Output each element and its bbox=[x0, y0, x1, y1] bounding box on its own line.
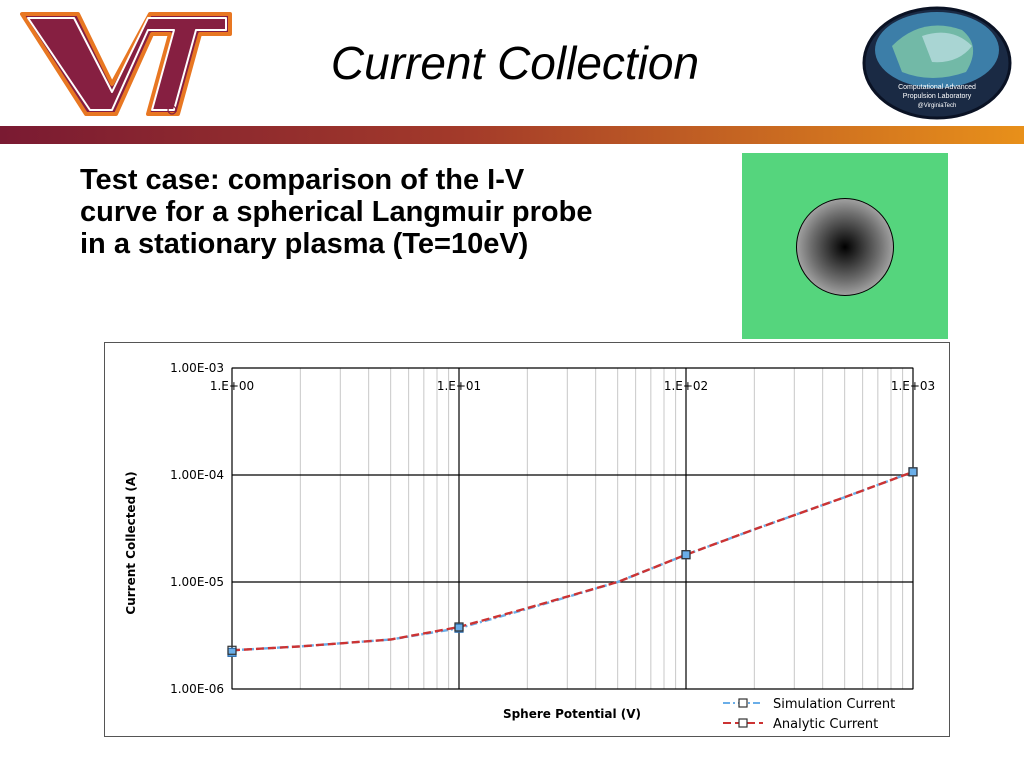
chart-canvas: 1.E+00 1.E+01 1.E+02 1.E+03 1.00E-03 1.00E-04… bbox=[124, 361, 935, 732]
probe-figure bbox=[742, 153, 948, 339]
legend-marker bbox=[738, 718, 748, 728]
plot-area bbox=[231, 367, 914, 690]
data-point-marker bbox=[681, 550, 691, 560]
y-tick-label: 1.00E-03 bbox=[170, 361, 224, 375]
subtitle-line-1: Test case: comparison of the I-V bbox=[80, 164, 525, 196]
legend-entry: Analytic Current bbox=[773, 717, 878, 732]
seal-line-1: Computational Advanced bbox=[898, 84, 976, 91]
y-tick-label: 1.00E-04 bbox=[170, 468, 224, 482]
sphere-probe-icon bbox=[796, 198, 894, 296]
data-point-marker bbox=[908, 467, 918, 477]
x-tick-label: 1.E+01 bbox=[437, 379, 481, 393]
seal-line-3: @VirginiaTech bbox=[918, 103, 957, 109]
slide-subtitle: Test case: comparison of the I-V curve f… bbox=[80, 164, 720, 260]
cap-lab-seal-icon: Computational Advanced Propulsion Labora… bbox=[862, 6, 1012, 120]
y-tick-label: 1.00E-06 bbox=[170, 682, 224, 696]
subtitle-line-3: in a stationary plasma (Te=10eV) bbox=[80, 228, 529, 260]
data-point-marker bbox=[681, 550, 691, 560]
legend-entry: Simulation Current bbox=[773, 697, 895, 712]
x-tick-label: 1.E+03 bbox=[891, 379, 935, 393]
subtitle-line-2: curve for a spherical Langmuir probe bbox=[80, 196, 593, 228]
header-divider-band bbox=[0, 126, 1024, 144]
seal-line-2: Propulsion Laboratory bbox=[903, 93, 972, 100]
y-axis-label: Current Collected (A) bbox=[124, 471, 138, 614]
y-tick-label: 1.00E-05 bbox=[170, 575, 224, 589]
data-point-marker bbox=[227, 645, 237, 655]
data-point-marker bbox=[227, 647, 237, 657]
vt-logo-icon bbox=[20, 12, 232, 116]
series-line-simulation-current bbox=[231, 470, 914, 652]
page-title: Current Collection bbox=[330, 37, 700, 89]
data-point-marker bbox=[454, 622, 464, 632]
data-point-marker bbox=[908, 467, 918, 477]
iv-curve-chart: 1.E+00 1.E+01 1.E+02 1.E+03 1.00E-03 1.00E-04… bbox=[104, 342, 950, 737]
x-tick-label: 1.E+00 bbox=[210, 379, 254, 393]
legend-marker bbox=[738, 698, 748, 708]
x-tick-label: 1.E+02 bbox=[664, 379, 708, 393]
series-line-analytic-current bbox=[231, 470, 914, 652]
chart-legend: Simulation Current Analytic Current bbox=[723, 697, 895, 732]
x-axis-label: Sphere Potential (V) bbox=[503, 707, 641, 721]
